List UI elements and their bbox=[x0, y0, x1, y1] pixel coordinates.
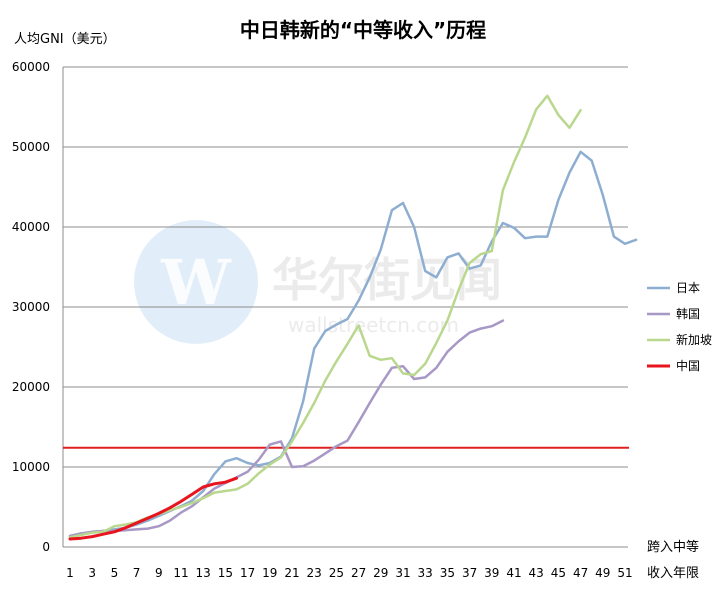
x-tick-label: 9 bbox=[155, 566, 163, 580]
y-tick-label: 60000 bbox=[12, 60, 50, 74]
x-tick-label: 23 bbox=[307, 566, 322, 580]
y-tick-label: 20000 bbox=[12, 380, 50, 394]
x-tick-label: 33 bbox=[418, 566, 433, 580]
x-tick-label: 25 bbox=[329, 566, 344, 580]
legend-label-0: 日本 bbox=[676, 281, 700, 295]
y-tick-label: 30000 bbox=[12, 300, 50, 314]
x-axis-ticks: 1 3 5 7 9 11 13 15 17 19 21 23 25 27 29 31 33 35 37 39 41 43 4… bbox=[66, 566, 632, 580]
x-tick-label: 3 bbox=[88, 566, 96, 580]
y-tick-label: 0 bbox=[42, 540, 50, 554]
y-tick-label: 10000 bbox=[12, 460, 50, 474]
x-tick-label: 7 bbox=[133, 566, 141, 580]
x-tick-label: 49 bbox=[595, 566, 610, 580]
x-tick-label: 15 bbox=[218, 566, 233, 580]
x-tick-label: 19 bbox=[262, 566, 277, 580]
x-tick-label: 17 bbox=[240, 566, 255, 580]
watermark-logo-letter: W bbox=[160, 246, 232, 319]
gridlines bbox=[63, 66, 628, 468]
watermark-subtext: wallstreetcn.com bbox=[288, 313, 459, 337]
y-tick-label: 40000 bbox=[12, 220, 50, 234]
series-group bbox=[68, 94, 638, 541]
x-tick-label: 47 bbox=[573, 566, 588, 580]
watermark-logo-circle bbox=[134, 220, 258, 344]
x-tick-label: 21 bbox=[284, 566, 299, 580]
x-tick-label: 5 bbox=[111, 566, 119, 580]
series-line-0 bbox=[68, 150, 638, 538]
x-tick-label: 29 bbox=[373, 566, 388, 580]
y-axis-ticks: 0 10000 20000 30000 40000 50000 60000 bbox=[12, 60, 50, 554]
chart-title: 中日韩新的“中等收入”历程 bbox=[240, 18, 486, 42]
x-tick-label: 27 bbox=[351, 566, 366, 580]
watermark: W 华尔街见闻 wallstreetcn.com bbox=[134, 220, 502, 344]
legend-label-2: 新加坡 bbox=[676, 332, 712, 347]
x-tick-label: 45 bbox=[551, 566, 566, 580]
x-tick-label: 13 bbox=[196, 566, 211, 580]
x-tick-label: 31 bbox=[395, 566, 410, 580]
x-tick-label: 51 bbox=[617, 566, 632, 580]
x-tick-label: 41 bbox=[506, 566, 521, 580]
series-line-3 bbox=[68, 476, 238, 541]
watermark-text: 华尔街见闻 bbox=[272, 253, 502, 307]
y-tick-label: 50000 bbox=[12, 140, 50, 154]
y-axis-title: 人均GNI（美元） bbox=[14, 32, 116, 47]
x-tick-label: 1 bbox=[66, 566, 74, 580]
x-tick-label: 43 bbox=[529, 566, 544, 580]
legend-label-3: 中国 bbox=[676, 358, 700, 373]
x-tick-label: 37 bbox=[462, 566, 477, 580]
legend-label-1: 韩国 bbox=[676, 306, 700, 321]
x-axis-title-line2: 收入年限 bbox=[647, 566, 699, 581]
x-tick-label: 11 bbox=[173, 566, 188, 580]
series-line-1 bbox=[68, 319, 505, 538]
x-axis-title-line1: 跨入中等 bbox=[647, 539, 699, 555]
x-tick-label: 35 bbox=[440, 566, 455, 580]
x-tick-label: 39 bbox=[484, 566, 499, 580]
